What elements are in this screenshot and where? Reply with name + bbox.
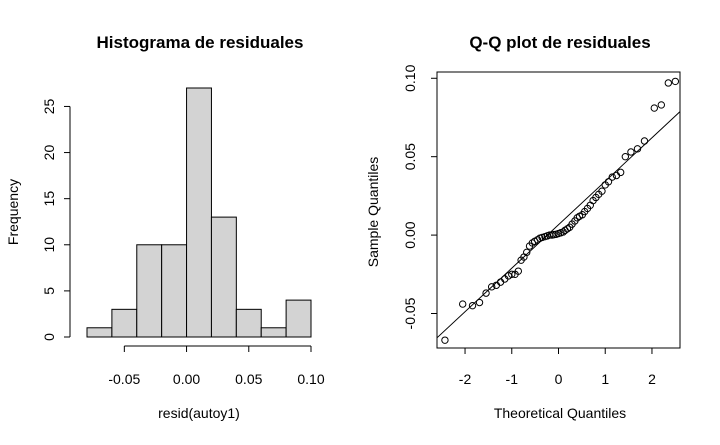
qq-point	[514, 267, 523, 275]
qq-point	[604, 178, 613, 186]
qq-plot-panel: Q-Q plot de residuales Theoretical Quant…	[365, 33, 681, 421]
qq-point	[598, 187, 606, 195]
histogram-x-tick-label: 0.05	[235, 371, 262, 387]
qq-point	[657, 101, 666, 109]
histogram-y-tick-label: 20	[41, 145, 57, 161]
histogram-x-axis-label: resid(autoy1)	[158, 405, 240, 421]
histogram-bar	[161, 244, 188, 338]
histogram-bar	[186, 87, 212, 338]
qq-plot-axes: -2 -1 0 1 2 -0.05 0.00 0.05 0.10	[402, 64, 656, 387]
histogram-title: Histograma de residuales	[97, 33, 304, 52]
qq-y-tick-label: 0.05	[402, 143, 418, 170]
histogram-y-axis-label: Frequency	[5, 179, 21, 245]
histogram-x-tick-label: 0.00	[173, 371, 200, 387]
qq-x-tick-label: 0	[555, 371, 563, 387]
qq-point	[633, 145, 642, 153]
qq-point	[468, 301, 477, 310]
qq-y-tick-label: 0.10	[402, 64, 418, 91]
histogram-bar	[86, 327, 113, 338]
qq-point	[612, 171, 621, 180]
qq-point	[608, 173, 616, 181]
qq-plot-title: Q-Q plot de residuales	[469, 33, 650, 52]
qq-plot-x-axis-label: Theoretical Quantiles	[494, 405, 626, 421]
qq-points	[441, 77, 680, 344]
qq-point	[508, 270, 516, 278]
qq-x-tick-label: -2	[459, 371, 472, 387]
histogram-panel: Histograma de residuales resid(autoy1) F…	[5, 33, 325, 421]
histogram-x-tick-label: -0.05	[108, 371, 140, 387]
qq-point	[650, 104, 658, 112]
qq-reference-line	[436, 111, 681, 339]
histogram-bar	[235, 308, 262, 338]
qq-y-tick-label: -0.05	[402, 297, 418, 329]
histogram-bar	[210, 216, 237, 338]
qq-point	[664, 79, 673, 87]
histogram-bar	[285, 299, 312, 338]
histogram-y-tick-label: 5	[41, 287, 57, 295]
qq-point	[640, 137, 649, 145]
qq-y-tick-label: 0.00	[402, 221, 418, 248]
qq-point	[487, 283, 496, 291]
histogram-bars	[86, 87, 312, 338]
histogram-axes: -0.05 0.00 0.05 0.10 0 5 10 15 20 25	[41, 98, 325, 387]
qq-point	[475, 298, 484, 307]
histogram-bar	[111, 308, 138, 338]
qq-point	[441, 336, 449, 344]
qq-point	[538, 233, 546, 242]
qq-point	[459, 300, 467, 308]
qq-point	[627, 148, 635, 156]
histogram-y-tick-label: 0	[41, 333, 57, 341]
histogram-bar	[136, 244, 163, 338]
histogram-y-tick-label: 15	[41, 191, 57, 207]
histogram-y-tick-label: 25	[41, 98, 57, 114]
qq-point	[621, 152, 630, 161]
qq-x-tick-label: -1	[506, 371, 519, 387]
qq-x-tick-label: 2	[648, 371, 656, 387]
qq-point	[616, 168, 625, 177]
qq-point	[523, 248, 531, 257]
qq-point	[671, 77, 680, 86]
histogram-bar	[260, 327, 287, 338]
qq-plot-y-axis-label: Sample Quantiles	[365, 157, 381, 268]
qq-point	[496, 278, 505, 286]
qq-point	[550, 230, 558, 239]
histogram-y-tick-label: 10	[41, 237, 57, 253]
qq-point	[482, 289, 490, 297]
histogram-x-tick-label: 0.10	[297, 371, 324, 387]
qq-plot-frame	[436, 71, 681, 349]
qq-x-tick-label: 1	[601, 371, 609, 387]
